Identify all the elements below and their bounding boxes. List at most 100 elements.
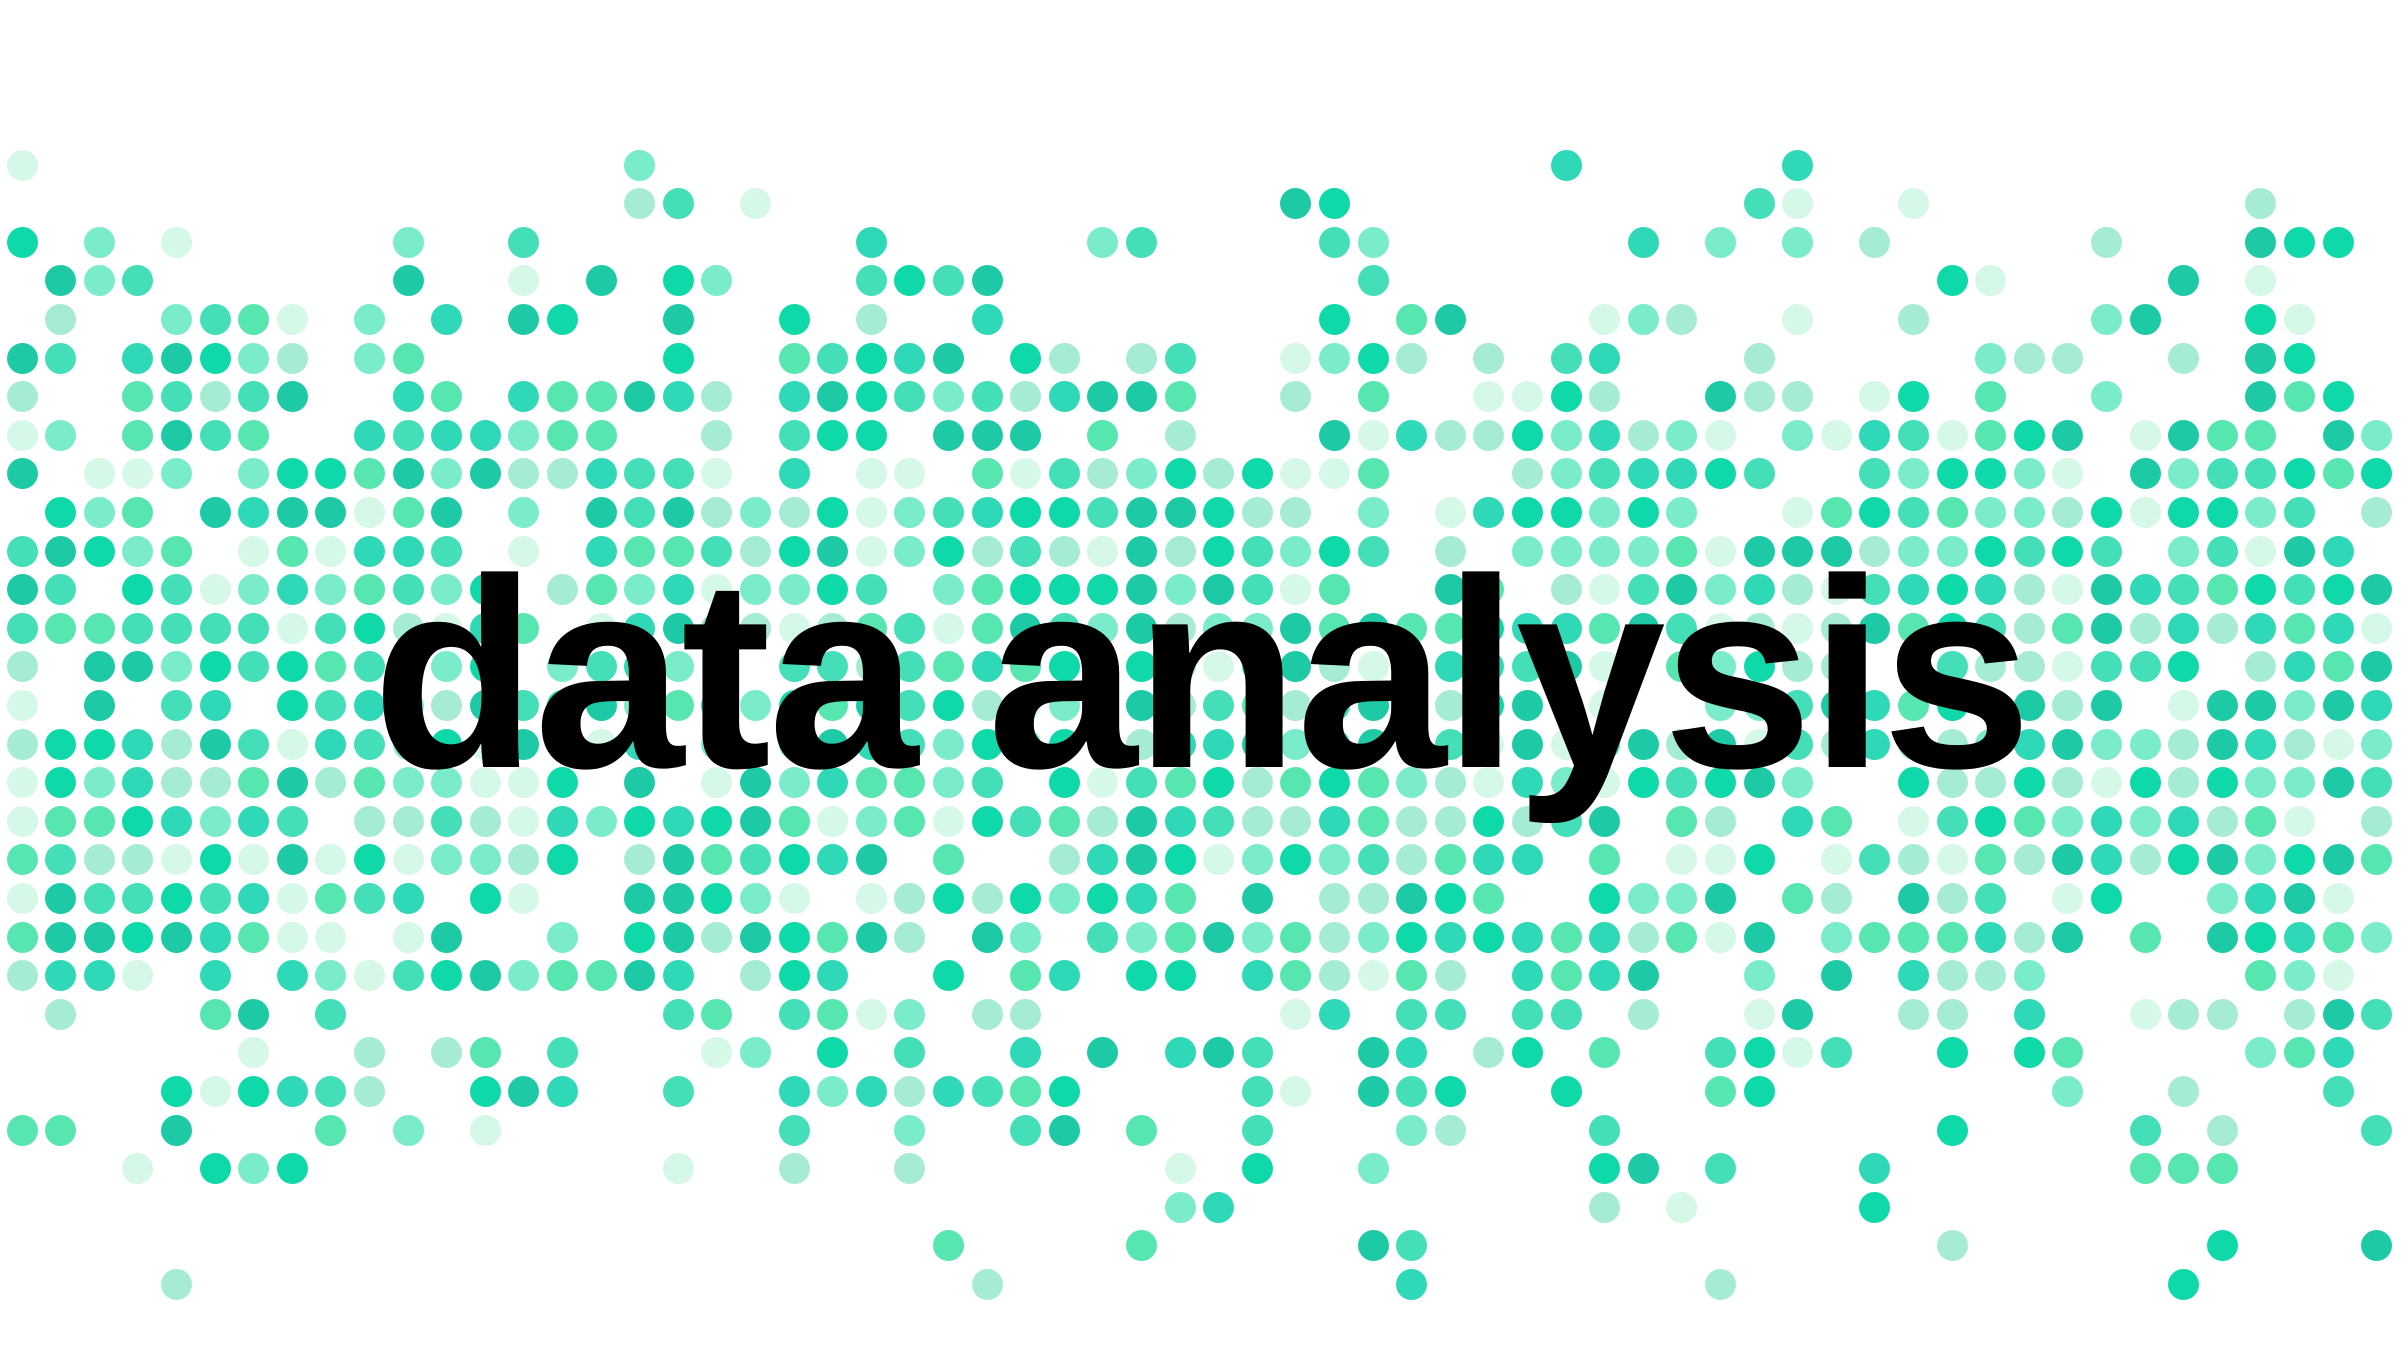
decorative-dot xyxy=(701,612,733,644)
decorative-dot xyxy=(431,303,463,335)
decorative-dot xyxy=(1396,303,1428,335)
decorative-dot xyxy=(2206,419,2238,451)
decorative-dot xyxy=(1396,1268,1428,1300)
decorative-dot xyxy=(1975,535,2007,567)
decorative-dot xyxy=(701,805,733,837)
decorative-dot xyxy=(392,381,424,413)
decorative-dot xyxy=(2090,303,2122,335)
decorative-dot xyxy=(778,689,810,721)
decorative-dot xyxy=(1975,728,2007,760)
decorative-dot xyxy=(1434,767,1466,799)
decorative-dot xyxy=(1704,612,1736,644)
decorative-dot xyxy=(546,303,578,335)
decorative-dot xyxy=(2129,1153,2161,1185)
decorative-dot xyxy=(1087,921,1119,953)
decorative-dot xyxy=(160,574,192,606)
decorative-dot xyxy=(6,728,38,760)
decorative-dot xyxy=(1550,612,1582,644)
decorative-dot xyxy=(1357,882,1389,914)
decorative-dot xyxy=(45,265,77,297)
decorative-dot xyxy=(1357,419,1389,451)
decorative-dot xyxy=(855,728,887,760)
decorative-dot xyxy=(160,1268,192,1300)
decorative-dot xyxy=(1396,960,1428,992)
decorative-dot xyxy=(894,689,926,721)
decorative-dot xyxy=(1936,728,1968,760)
decorative-dot xyxy=(1203,767,1235,799)
decorative-dot xyxy=(2322,535,2354,567)
decorative-dot xyxy=(392,728,424,760)
decorative-dot xyxy=(1897,767,1929,799)
decorative-dot xyxy=(1589,1037,1621,1069)
decorative-dot xyxy=(1820,1037,1852,1069)
decorative-dot xyxy=(238,419,270,451)
decorative-dot xyxy=(1164,574,1196,606)
decorative-dot xyxy=(353,1075,385,1107)
decorative-dot xyxy=(1357,805,1389,837)
decorative-dot xyxy=(2322,651,2354,683)
decorative-dot xyxy=(1473,921,1505,953)
decorative-dot xyxy=(199,844,231,876)
decorative-dot xyxy=(1357,226,1389,258)
decorative-dot xyxy=(1087,767,1119,799)
decorative-dot xyxy=(276,496,308,528)
decorative-dot xyxy=(1048,728,1080,760)
decorative-dot xyxy=(2129,728,2161,760)
decorative-dot xyxy=(6,226,38,258)
decorative-dot xyxy=(1164,728,1196,760)
decorative-dot xyxy=(1473,1037,1505,1069)
decorative-dot xyxy=(45,882,77,914)
decorative-dot xyxy=(1357,1230,1389,1262)
decorative-dot xyxy=(392,882,424,914)
decorative-dot xyxy=(1550,535,1582,567)
decorative-dot xyxy=(1897,882,1929,914)
decorative-dot xyxy=(353,1037,385,1069)
decorative-dot xyxy=(817,612,849,644)
decorative-dot xyxy=(1666,419,1698,451)
decorative-dot xyxy=(1357,342,1389,374)
decorative-dot xyxy=(739,767,771,799)
decorative-dot xyxy=(662,458,694,490)
decorative-dot xyxy=(238,496,270,528)
decorative-dot xyxy=(778,998,810,1030)
decorative-dot xyxy=(2168,419,2200,451)
decorative-dot xyxy=(83,882,115,914)
decorative-dot xyxy=(1318,960,1350,992)
decorative-dot xyxy=(2283,882,2315,914)
decorative-dot xyxy=(508,226,540,258)
decorative-dot xyxy=(932,419,964,451)
decorative-dot xyxy=(508,612,540,644)
decorative-dot xyxy=(1782,651,1814,683)
decorative-dot xyxy=(1396,844,1428,876)
decorative-dot xyxy=(817,1075,849,1107)
decorative-dot xyxy=(1511,458,1543,490)
decorative-dot xyxy=(83,535,115,567)
decorative-dot xyxy=(1048,612,1080,644)
decorative-dot xyxy=(276,689,308,721)
decorative-dot xyxy=(2052,574,2084,606)
decorative-dot xyxy=(894,1153,926,1185)
decorative-dot xyxy=(1164,535,1196,567)
decorative-dot xyxy=(1203,1037,1235,1069)
decorative-dot xyxy=(894,265,926,297)
decorative-dot xyxy=(778,844,810,876)
decorative-dot xyxy=(1975,265,2007,297)
decorative-dot xyxy=(624,496,656,528)
decorative-dot xyxy=(2206,1153,2238,1185)
decorative-dot xyxy=(1318,882,1350,914)
decorative-dot xyxy=(431,767,463,799)
decorative-dot xyxy=(1589,651,1621,683)
decorative-dot xyxy=(2013,458,2045,490)
decorative-dot xyxy=(1627,882,1659,914)
decorative-dot xyxy=(1975,805,2007,837)
decorative-dot xyxy=(1743,960,1775,992)
decorative-dot xyxy=(1704,882,1736,914)
decorative-dot xyxy=(701,381,733,413)
decorative-dot xyxy=(1241,496,1273,528)
decorative-dot xyxy=(2013,767,2045,799)
decorative-dot xyxy=(2090,496,2122,528)
decorative-dot xyxy=(1859,419,1891,451)
decorative-dot xyxy=(1318,612,1350,644)
decorative-dot xyxy=(160,612,192,644)
decorative-dot xyxy=(160,458,192,490)
